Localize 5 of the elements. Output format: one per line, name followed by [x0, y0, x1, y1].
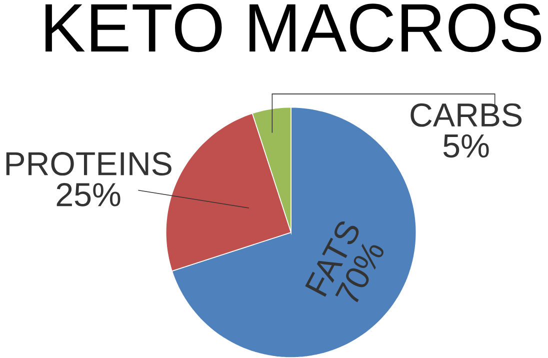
- slice-label: PROTEINS: [6, 152, 172, 176]
- slice-label: CARBS: [410, 103, 522, 127]
- chart-title: KETO MACROS: [46, 4, 542, 52]
- data-label: 5%: [443, 134, 489, 158]
- data-label: 25%: [56, 182, 120, 206]
